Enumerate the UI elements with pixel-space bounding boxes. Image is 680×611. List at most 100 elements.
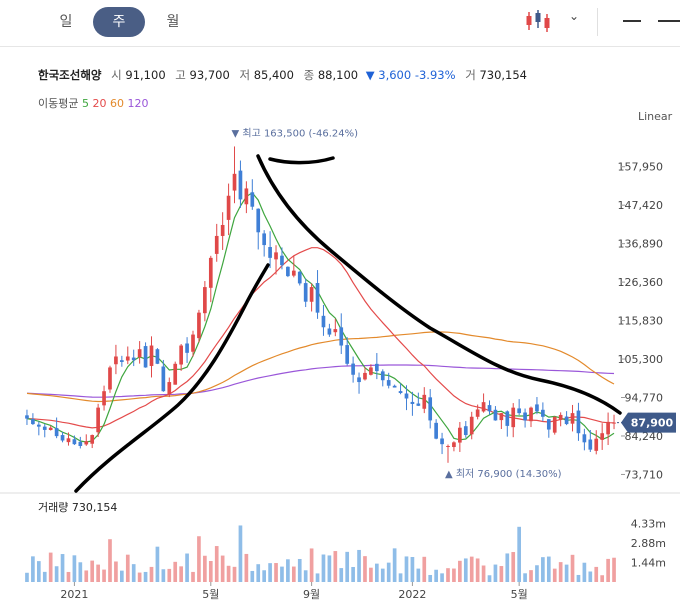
volume-bar — [179, 566, 183, 582]
candle-body — [546, 419, 551, 430]
candle-body — [487, 405, 492, 412]
period-tabs: 일 주 월 ⌄ — [0, 0, 680, 47]
close-value: 88,100 — [317, 68, 359, 82]
candle-body — [197, 312, 201, 339]
candle-body — [262, 233, 267, 246]
tab-daily[interactable]: 일 — [59, 14, 73, 30]
candle-body — [286, 266, 290, 277]
volume-panel-title: 거래량 — [38, 501, 69, 514]
candle-body — [25, 415, 29, 419]
volume-bar — [582, 562, 587, 582]
candle-body — [238, 170, 243, 200]
price-axis-label: 147,420 — [618, 199, 664, 212]
candle-body — [386, 380, 391, 386]
candle-body — [208, 257, 213, 288]
chevron-down-icon[interactable]: ⌄ — [569, 9, 580, 23]
ma20-line — [26, 247, 615, 429]
volume-bar — [48, 552, 53, 582]
candle-body — [416, 403, 421, 406]
current-price-value: 87,900 — [631, 417, 674, 430]
menu-icon[interactable] — [658, 20, 680, 22]
candle-body — [505, 411, 510, 426]
candle-body — [576, 410, 581, 434]
price-axis-label: 105,300 — [618, 353, 664, 366]
candle-body — [250, 192, 255, 207]
candle-body — [552, 416, 557, 433]
x-axis-label: 9월 — [303, 588, 320, 601]
volume-bar — [487, 575, 492, 582]
volume-bar — [481, 565, 486, 582]
candle-body — [440, 438, 444, 445]
candle-body — [517, 408, 521, 414]
candle-body — [309, 287, 314, 302]
volume-bar — [428, 574, 433, 582]
candle-body — [143, 346, 148, 368]
volume-bar — [458, 560, 462, 582]
volume-bar — [410, 556, 415, 582]
drawn-trend-support — [74, 263, 270, 493]
candle-body — [541, 409, 545, 417]
volume-bar — [161, 569, 166, 582]
volume-bar — [422, 556, 427, 582]
price-change: ▼ 3,600 -3.93% — [365, 68, 456, 82]
volume-bar — [529, 570, 533, 582]
candle-body — [339, 327, 344, 346]
volume-bar — [102, 569, 106, 582]
high-label: 고 — [175, 68, 186, 82]
price-axis-label: 73,710 — [625, 468, 664, 481]
volume-bar — [208, 561, 213, 582]
close-label: 종 — [303, 68, 315, 82]
ma-legend[interactable]: 이동평균 5 20 60 120 — [38, 95, 148, 111]
candle-body — [570, 413, 575, 424]
low-annotation: ▲ 최저 76,900 (14.30%) — [445, 468, 562, 480]
volume-bar — [291, 566, 296, 582]
volume-bar — [434, 569, 438, 582]
candle-body — [90, 435, 95, 444]
candle-body — [244, 188, 249, 205]
candlestick-icon[interactable] — [525, 10, 551, 32]
candle-body — [96, 407, 100, 433]
volume-bar — [42, 571, 47, 582]
volume-axis-label: 1.44m — [631, 557, 666, 570]
volume-bar — [185, 553, 189, 582]
candle-body — [434, 422, 438, 439]
candle-body — [120, 360, 124, 362]
volume-panel-value: 730,154 — [71, 501, 118, 514]
volume-bar — [250, 570, 255, 582]
volume-bar — [541, 557, 545, 582]
candle-body — [48, 427, 53, 430]
volume-bar — [280, 566, 284, 582]
tab-weekly[interactable]: 주 — [93, 7, 145, 37]
volume-bar — [463, 558, 468, 582]
volume-bar — [114, 561, 118, 582]
ma120-legend: 120 — [127, 97, 149, 110]
volume-bar — [499, 566, 504, 582]
volume-bar — [120, 570, 124, 582]
scale-mode-toggle[interactable]: Linear — [638, 110, 673, 123]
volume-bar — [558, 562, 563, 582]
tab-monthly[interactable]: 월 — [166, 14, 180, 30]
volume-bar — [149, 566, 154, 582]
candle-body — [60, 435, 65, 441]
volume-bar — [197, 536, 201, 582]
volume-bar — [446, 568, 450, 582]
volume-bar — [60, 554, 65, 582]
volume-bar — [286, 559, 290, 582]
candle-body — [606, 421, 610, 435]
volume-bar — [303, 570, 308, 582]
minus-icon[interactable] — [623, 20, 641, 22]
candle-body — [114, 356, 118, 365]
volume-bar — [108, 539, 112, 582]
price-axis-label: 126,360 — [618, 276, 664, 289]
candle-body — [582, 434, 587, 443]
volume-bar — [600, 575, 605, 582]
candle-body — [594, 438, 599, 451]
candle-body — [268, 247, 272, 258]
volume-bar — [440, 573, 444, 582]
volume-bar — [374, 563, 379, 582]
volume-bar — [36, 561, 41, 582]
drawn-trend-resistance — [256, 154, 622, 415]
x-axis-label: 2022 — [398, 588, 426, 601]
volume-bar — [345, 551, 350, 582]
